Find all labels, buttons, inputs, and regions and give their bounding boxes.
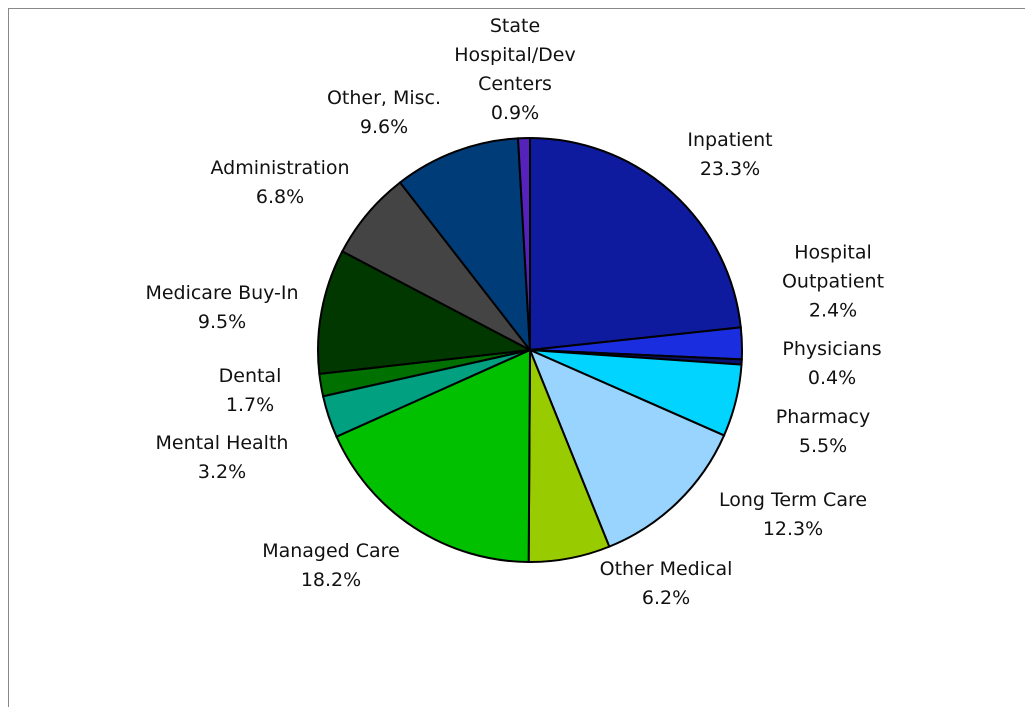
category-name: Dental — [218, 365, 282, 387]
pie-slice — [398, 137, 532, 354]
slice-label: Mental Health 3.2% — [122, 429, 322, 487]
slice-label: State Hospital/Dev Centers 0.9% — [448, 12, 583, 128]
category-name: Medicare Buy-In — [145, 282, 299, 304]
value-label: 23.3% — [699, 158, 761, 180]
slice-label: Medicare Buy-In 9.5% — [112, 279, 332, 337]
value-label: 2.4% — [808, 299, 858, 322]
value-label: 3.2% — [197, 461, 247, 483]
category-name: Long Term Care — [718, 489, 868, 511]
category-name: State Hospital/Dev Centers — [454, 15, 576, 95]
category-name: Managed Care — [262, 540, 400, 562]
category-name: Inpatient — [687, 129, 773, 151]
slice-label: Physicians 0.4% — [732, 335, 932, 393]
slice-label: Administration 6.8% — [180, 154, 380, 212]
value-label: 0.9% — [490, 102, 540, 124]
value-label: 5.5% — [798, 435, 848, 457]
slice-label: Hospital Outpatient 2.4% — [768, 239, 898, 326]
pie-slice — [528, 348, 726, 548]
category-name: Hospital Outpatient — [781, 241, 885, 293]
slice-label: Long Term Care 12.3% — [683, 486, 903, 544]
slice-label: Inpatient 23.3% — [630, 126, 830, 184]
category-name: Physicians — [782, 338, 882, 360]
category-name: Other, Misc. — [326, 87, 442, 109]
value-label: 6.2% — [641, 587, 691, 609]
slice-label: Managed Care 18.2% — [231, 537, 431, 595]
pie-slice — [529, 136, 742, 352]
value-label: 1.7% — [225, 394, 275, 416]
slice-label: Other Medical 6.2% — [566, 555, 766, 613]
value-label: 18.2% — [300, 569, 362, 591]
value-label: 6.8% — [255, 186, 305, 208]
pie-slice — [317, 250, 534, 376]
value-label: 12.3% — [762, 518, 824, 540]
slice-label: Other, Misc. 9.6% — [284, 84, 484, 142]
value-label: 9.5% — [197, 311, 247, 333]
slice-label: Pharmacy 5.5% — [723, 403, 923, 461]
category-name: Administration — [210, 157, 350, 179]
category-name: Pharmacy — [775, 406, 871, 428]
category-name: Mental Health — [155, 432, 289, 454]
category-name: Other Medical — [599, 558, 733, 580]
value-label: 9.6% — [359, 116, 409, 138]
slice-label: Dental 1.7% — [150, 362, 350, 420]
pie-slice — [335, 348, 532, 564]
pie-slice — [516, 136, 531, 351]
value-label: 0.4% — [807, 367, 857, 389]
